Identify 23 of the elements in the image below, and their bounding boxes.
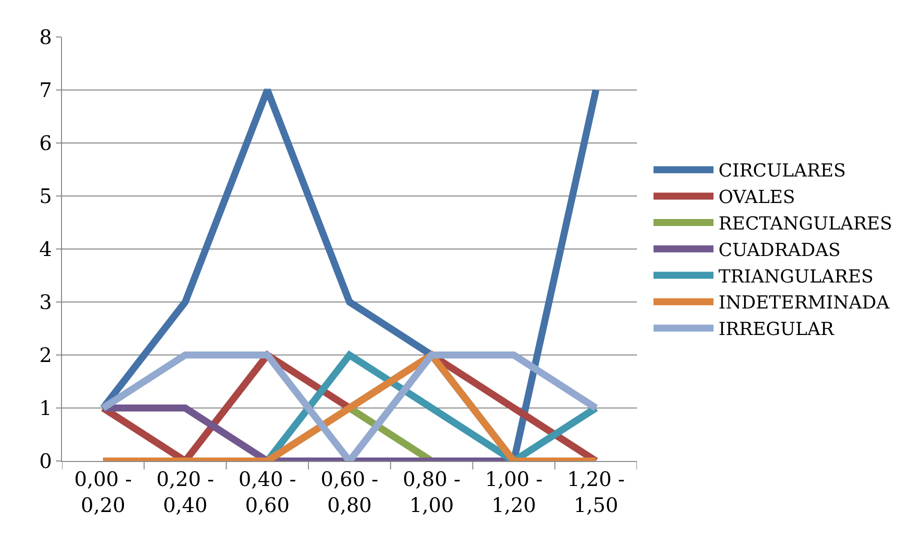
y-tick-label: 7 bbox=[39, 78, 52, 102]
legend-label: TRIANGULARES bbox=[718, 266, 874, 288]
x-tick-label: 0,00 - 0,20 bbox=[74, 467, 132, 517]
y-tick-label: 4 bbox=[39, 237, 52, 261]
legend-label: CUADRADAS bbox=[718, 240, 841, 261]
legend-label: OVALES bbox=[718, 187, 796, 208]
y-tick-label: 6 bbox=[39, 131, 52, 155]
legend-label: INDETERMINADA bbox=[718, 292, 890, 314]
x-tick-label: 0,80 - 1,00 bbox=[402, 467, 460, 517]
y-tick-label: 3 bbox=[39, 290, 52, 314]
x-tick-label: 0,60 - 0,80 bbox=[320, 467, 378, 517]
y-tick-label: 0 bbox=[39, 449, 52, 473]
legend-label: RECTANGULARES bbox=[718, 214, 892, 235]
x-tick-label: 1,00 - 1,20 bbox=[484, 467, 543, 517]
y-tick-label: 1 bbox=[39, 396, 52, 420]
x-tick-label: 0,20 - 0,40 bbox=[156, 467, 214, 517]
x-tick-label: 1,20 - 1,50 bbox=[567, 467, 625, 517]
y-tick-label: 5 bbox=[39, 184, 52, 208]
y-tick-label: 8 bbox=[39, 25, 52, 49]
x-tick-label: 0,40 - 0,60 bbox=[238, 467, 296, 517]
legend-label: CIRCULARES bbox=[718, 160, 846, 182]
y-tick-label: 2 bbox=[39, 343, 52, 367]
legend-label: IRREGULAR bbox=[718, 319, 834, 340]
